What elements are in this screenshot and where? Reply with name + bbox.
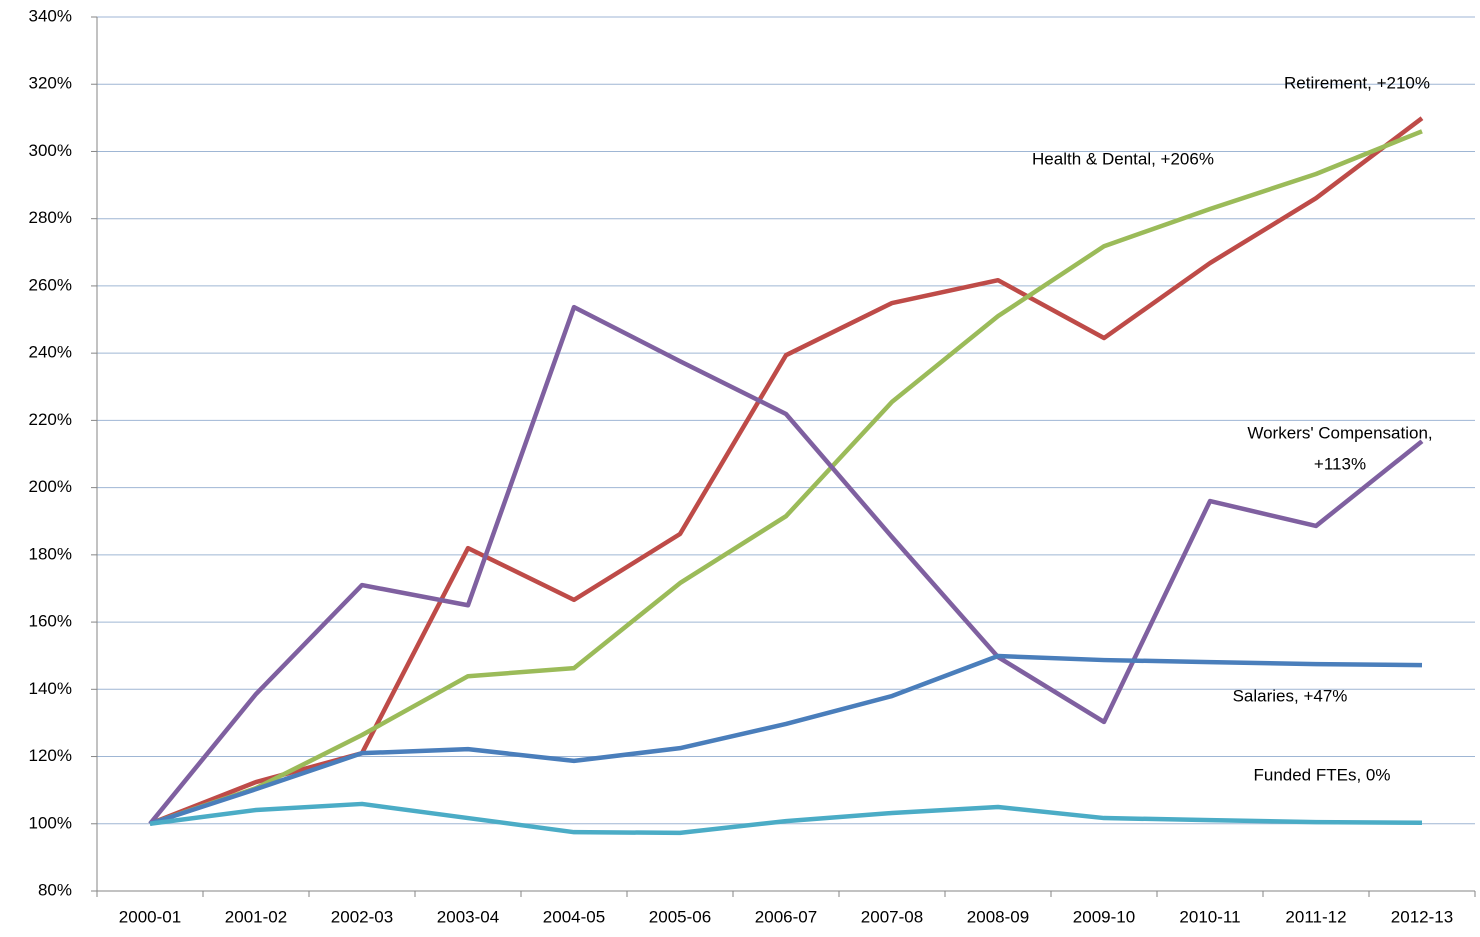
x-tick-label: 2003-04 — [437, 907, 499, 926]
y-tick-label: 280% — [29, 208, 72, 227]
y-tick-label: 180% — [29, 544, 72, 563]
x-tick-label: 2006-07 — [755, 907, 817, 926]
y-tick-label: 100% — [29, 813, 72, 832]
series-line — [148, 304, 1424, 826]
series-line — [149, 116, 1424, 826]
y-tick-label: 300% — [29, 141, 72, 160]
annotation: Health & Dental, +206% — [1032, 149, 1214, 168]
y-tick-label: 220% — [29, 410, 72, 429]
annotation: Funded FTEs, 0% — [1253, 765, 1390, 784]
y-tick-label: 80% — [38, 880, 72, 899]
y-tick-label: 320% — [29, 74, 72, 93]
x-tick-label: 2010-11 — [1179, 907, 1240, 926]
series-line — [149, 801, 1423, 836]
annotation: Retirement, +210% — [1284, 73, 1430, 92]
annotation: +113% — [1314, 454, 1366, 473]
y-tick-label: 120% — [29, 746, 72, 765]
x-tick-label: 2005-06 — [649, 907, 711, 926]
x-tick-label: 2002-03 — [331, 907, 393, 926]
annotation: Salaries, +47% — [1233, 686, 1348, 705]
x-tick-label: 2008-09 — [967, 907, 1029, 926]
series-line — [149, 129, 1423, 826]
y-tick-label: 200% — [29, 477, 72, 496]
y-tick-label: 260% — [29, 275, 72, 294]
y-tick-label: 340% — [29, 6, 72, 25]
y-tick-label: 160% — [29, 612, 72, 631]
x-tick-label: 2011-12 — [1285, 907, 1346, 926]
y-tick-label: 240% — [29, 343, 72, 362]
x-tick-label: 2012-13 — [1391, 907, 1453, 926]
x-tick-label: 2007-08 — [861, 907, 923, 926]
series-line — [149, 653, 1423, 826]
x-tick-label: 2001-02 — [225, 907, 287, 926]
annotation: Workers' Compensation, — [1247, 423, 1432, 442]
x-tick-label: 2000-01 — [119, 907, 181, 926]
y-tick-label: 140% — [29, 679, 72, 698]
x-tick-label: 2004-05 — [543, 907, 605, 926]
x-tick-label: 2009-10 — [1073, 907, 1135, 926]
